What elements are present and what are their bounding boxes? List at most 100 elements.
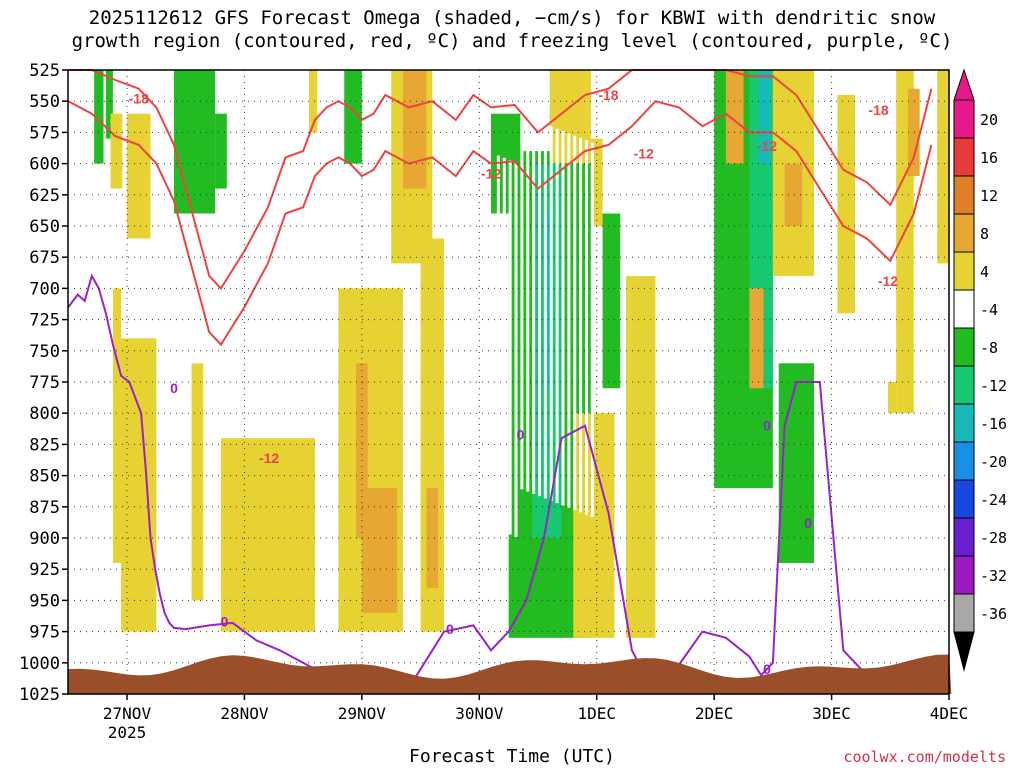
contour-label: 0: [763, 418, 771, 434]
contour-label: 0: [170, 380, 178, 396]
contour-label: 0: [763, 661, 771, 677]
y-tick-label: 950: [29, 591, 60, 611]
colorbar-label: -28: [980, 529, 1007, 547]
omega-gap: [514, 162, 518, 537]
colorbar-segment: [953, 403, 975, 443]
omega-gap: [555, 128, 559, 504]
y-tick-label: 975: [29, 623, 60, 643]
x-tick-label: 2DEC: [695, 704, 734, 723]
y-tick-label: 675: [29, 248, 60, 268]
omega-cell: [907, 88, 920, 177]
omega-gap: [561, 131, 565, 506]
colorbar-segment: [953, 251, 975, 291]
contour-label: 0: [221, 614, 229, 630]
colorbar-label: -24: [980, 491, 1007, 509]
omega-gap: [549, 126, 553, 501]
omega-gap: [502, 157, 506, 533]
contour-label: -12: [634, 146, 654, 162]
freezing-level-contour-a: [67, 273, 351, 689]
omega-cell: [758, 70, 771, 164]
chart-title-line-2: growth region (contoured, red, ºC) and f…: [71, 30, 953, 52]
contour-label: -18: [598, 87, 618, 103]
colorbar-segment: [953, 441, 975, 481]
y-tick-label: 725: [29, 311, 60, 331]
y-tick-label: 925: [29, 560, 60, 580]
omega-gap: [573, 135, 577, 511]
omega-gap: [520, 114, 524, 490]
chart-title-line-1: 2025112612 GFS Forecast Omega (shaded, −…: [88, 7, 936, 29]
omega-cell: [355, 363, 368, 538]
y-tick-label: 700: [29, 279, 60, 299]
omega-gap: [532, 119, 536, 494]
omega-cell: [309, 70, 318, 133]
minus12-contour: [67, 100, 933, 347]
y-tick-label: 575: [29, 123, 60, 143]
freezing-level-contour-c: [666, 381, 897, 689]
omega-cell: [173, 70, 216, 214]
omega-cell: [256, 500, 304, 613]
colorbar-label: 4: [980, 263, 989, 281]
y-tick-label: 800: [29, 404, 60, 424]
y-tick-label: 750: [29, 342, 60, 362]
colorbar-label: -36: [980, 605, 1007, 623]
colorbar-cap-top: [953, 68, 975, 101]
omega-cell: [112, 288, 122, 563]
y-tick-label: 1025: [19, 685, 60, 705]
x-axis: 27NOV 28NOV 29NOV 30NOV 1DEC 2DEC 3DEC 4DEC 2025: [103, 694, 968, 742]
omega-gap: [584, 140, 588, 515]
omega-cell: [110, 113, 123, 189]
x-axis-label: Forecast Time (UTC): [409, 746, 615, 767]
y-tick-label: 900: [29, 529, 60, 549]
omega-cell: [127, 113, 151, 239]
colorbar-segment: [953, 137, 975, 177]
contour-label: 0: [516, 426, 524, 442]
omega-gap: [543, 124, 547, 499]
omega-cell: [191, 363, 204, 601]
colorbar: 20 16 12 8 4 -4 -8 -12 -16 -20 -24 -28 -32 -36: [953, 68, 1007, 672]
colorbar-label: -20: [980, 453, 1007, 471]
y-tick-label: 525: [29, 61, 60, 81]
colorbar-cap-bottom: [953, 631, 975, 672]
colorbar-segment: [953, 593, 975, 633]
omega-gap: [496, 155, 500, 530]
colorbar-segment: [953, 99, 975, 139]
omega-cell: [543, 213, 553, 389]
colorbar-label: -16: [980, 415, 1007, 433]
omega-cell: [361, 488, 398, 613]
colorbar-label: -12: [980, 377, 1007, 395]
contour-label: 0: [446, 621, 454, 637]
ground-surface: [68, 654, 952, 694]
omega-gap: [526, 117, 530, 492]
colorbar-segment: [953, 479, 975, 519]
omega-cell: [121, 338, 157, 632]
credit-text: coolwx.com/modelts: [843, 748, 1006, 766]
contour-layer: -12 -12 -12 -12 -12 -18 -18 -18 0 0 0 0 0 0 0: [67, 69, 933, 695]
colorbar-label: -8: [980, 339, 998, 357]
y-axis: 525 550 575 600 625 650 675 700 725 750 775 800 825 8…: [19, 61, 68, 705]
contour-label: -12: [878, 273, 898, 289]
colorbar-label: -4: [980, 301, 998, 319]
contour-label: -18: [129, 91, 149, 107]
x-tick-label: 27NOV: [103, 704, 152, 723]
y-tick-label: 650: [29, 217, 60, 237]
contour-label: -12: [757, 138, 777, 154]
omega-gap: [590, 142, 594, 517]
omega-cell: [602, 213, 621, 389]
omega-cell: [215, 113, 227, 189]
omega-gap: [567, 133, 571, 508]
x-tick-label: 29NOV: [338, 704, 387, 723]
omega-gap: [508, 160, 512, 535]
x-tick-label: 3DEC: [812, 704, 851, 723]
colorbar-label: 8: [980, 225, 989, 243]
minus18-contour: [68, 69, 933, 291]
omega-cell: [749, 288, 764, 389]
omega-shading-layer: [94, 70, 949, 638]
omega-cell: [837, 94, 856, 314]
omega-cell: [778, 363, 814, 563]
colorbar-segment: [953, 289, 975, 329]
omega-cell: [590, 138, 603, 226]
omega-cell: [94, 70, 104, 164]
y-tick-label: 600: [29, 155, 60, 175]
y-tick-label: 775: [29, 373, 60, 393]
omega-cell: [426, 488, 439, 588]
